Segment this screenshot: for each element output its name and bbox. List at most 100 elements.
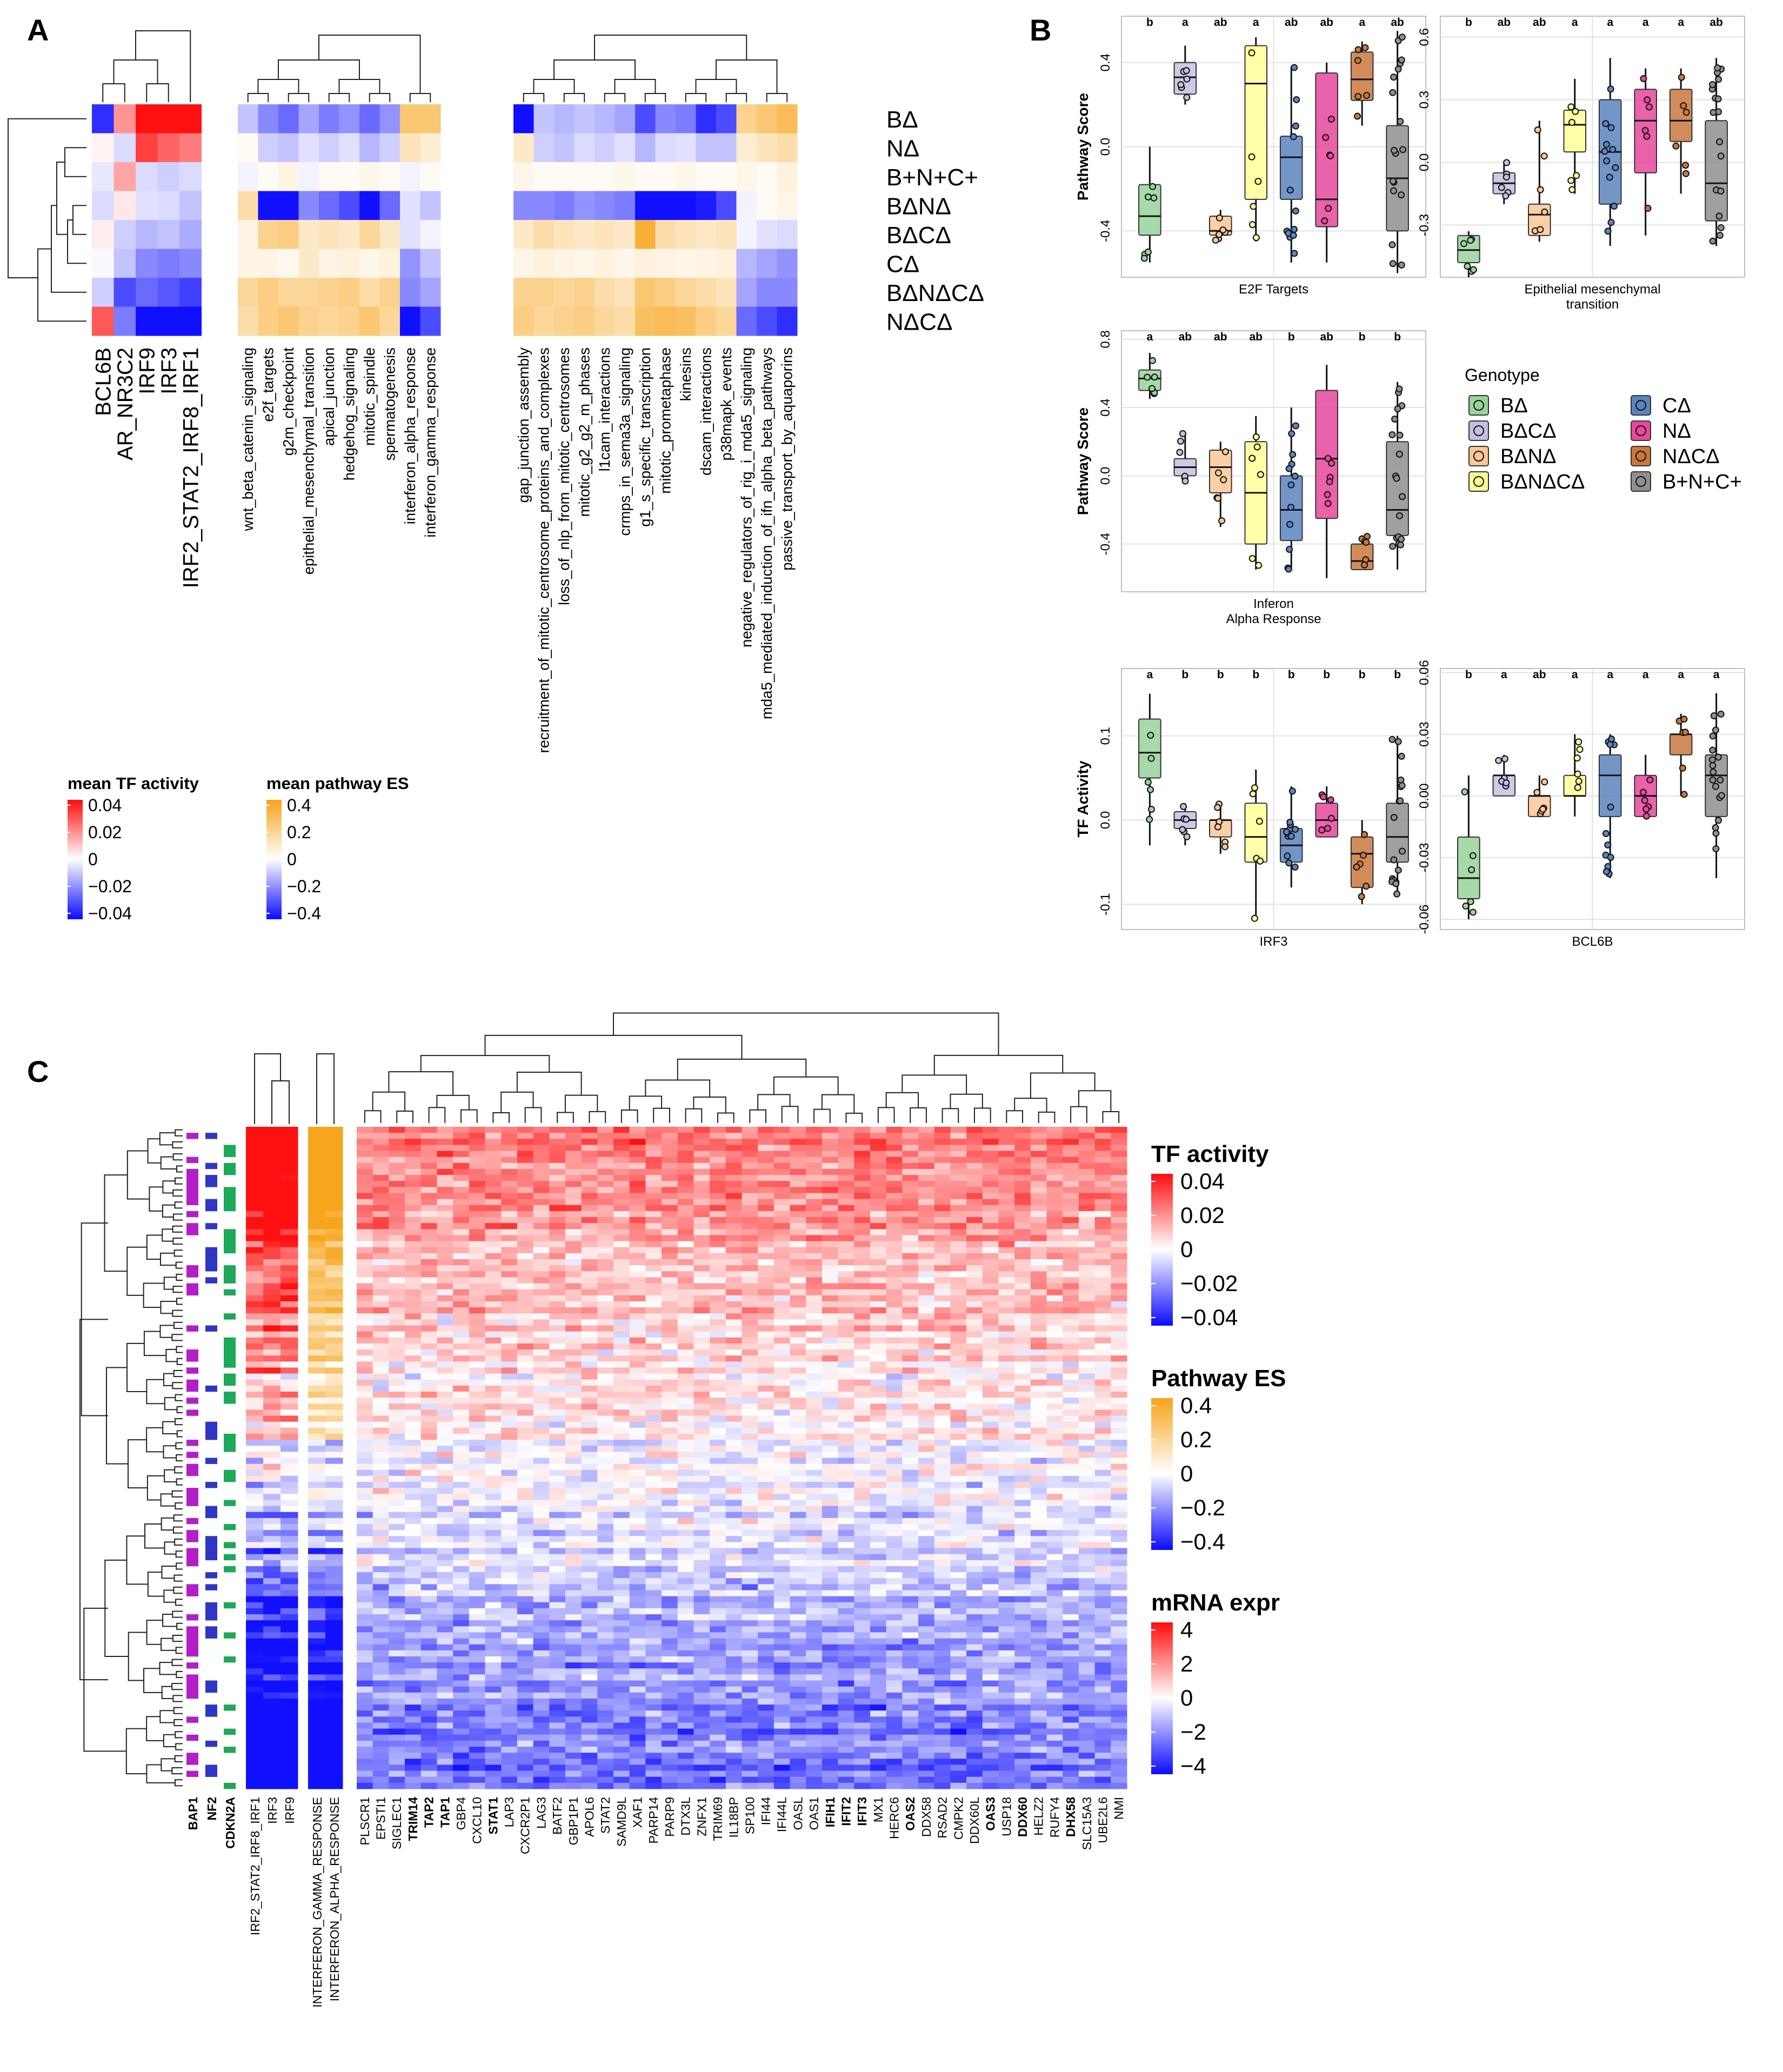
tf-activity-cell (281, 1175, 298, 1181)
mrna-expression-cell (549, 1193, 566, 1200)
mrna-expression-cell (742, 1331, 758, 1338)
mrna-expression-cell (902, 1488, 919, 1494)
mrna-expression-cell (758, 1229, 774, 1235)
mrna-expression-cell (998, 1458, 1015, 1465)
legend-gradient (68, 830, 83, 832)
mrna-expression-cell (597, 1506, 614, 1513)
legend-gradient (68, 861, 83, 864)
mrna-expression-cell (1094, 1421, 1111, 1428)
mrna-expression-cell (822, 1494, 839, 1500)
mrna-expression-cell (934, 1319, 951, 1326)
mrna-expression-cell (420, 1289, 437, 1296)
mutation-cell (224, 1728, 236, 1735)
mrna-expression-cell (773, 1343, 791, 1350)
mrna-expression-cell (629, 1313, 646, 1320)
mrna-expression-cell (372, 1259, 389, 1266)
mrna-expression-cell (790, 1157, 806, 1164)
mutation-cell (186, 1223, 198, 1229)
mrna-expression-cell (822, 1337, 839, 1344)
mrna-expression-cell (662, 1319, 678, 1326)
mrna-expression-cell (1030, 1482, 1047, 1488)
pathway-es-cell (308, 1650, 326, 1657)
tf-activity-cell (246, 1572, 264, 1579)
mrna-expression-cell (597, 1175, 614, 1181)
mrna-expression-cell (549, 1301, 566, 1308)
mrna-expression-cell (485, 1325, 502, 1332)
mrna-expression-cell (581, 1349, 598, 1356)
mrna-expression-cell (1094, 1506, 1111, 1513)
data-point (1361, 561, 1368, 569)
tf-activity-cell (246, 1650, 264, 1657)
mrna-expression-cell (1078, 1469, 1096, 1476)
mrna-expression-cell (742, 1162, 758, 1169)
mutation-cell (186, 1265, 198, 1272)
tf-activity-cell (281, 1277, 298, 1284)
heatmap-a-cell (136, 249, 158, 278)
mrna-expression-cell (934, 1500, 951, 1507)
mrna-expression-cell (533, 1440, 550, 1446)
data-point (1221, 448, 1229, 456)
mrna-expression-cell (420, 1229, 437, 1235)
mrna-expression-cell (613, 1271, 630, 1278)
mrna-expression-cell (725, 1217, 742, 1224)
mrna-expression-cell (677, 1349, 694, 1356)
data-point (1715, 817, 1722, 824)
mrna-expression-cell (1111, 1325, 1127, 1332)
mrna-expression-cell (565, 1337, 582, 1344)
mrna-expression-cell (420, 1463, 437, 1471)
mrna-expression-cell (645, 1199, 662, 1206)
mrna-expression-cell (725, 1506, 742, 1513)
pathway-es-cell (308, 1175, 326, 1181)
heatmap-a-column-label: mitotic_spindle (361, 347, 378, 446)
data-point (1291, 863, 1299, 871)
mrna-expression-cell (710, 1446, 726, 1452)
mrna-expression-cell (870, 1452, 887, 1458)
mrna-expression-cell (485, 1271, 502, 1278)
mrna-expression-cell (1063, 1446, 1079, 1452)
mrna-expression-cell (742, 1157, 758, 1164)
heatmap-a-cell (258, 191, 279, 220)
mrna-expression-cell (437, 1398, 453, 1404)
mrna-expression-cell (405, 1421, 422, 1428)
mrna-expression-cell (998, 1181, 1015, 1187)
data-point (1503, 159, 1511, 166)
mrna-expression-cell (437, 1319, 453, 1326)
mrna-expression-cell (420, 1475, 437, 1482)
mrna-expression-cell (773, 1433, 791, 1440)
mrna-expression-cell (372, 1157, 389, 1164)
mrna-expression-cell (886, 1349, 903, 1356)
mrna-expression-cell (533, 1355, 550, 1362)
mutation-cell (186, 1680, 198, 1687)
significance-letter: b (1288, 669, 1295, 681)
tf-activity-cell (263, 1782, 281, 1789)
mrna-expression-cell (372, 1427, 389, 1434)
mrna-expression-cell (485, 1392, 502, 1398)
mrna-expression-cell (357, 1247, 373, 1254)
mrna-expression-cell (773, 1151, 791, 1158)
mrna-expression-cell (565, 1175, 582, 1181)
mrna-expression-cell (854, 1463, 871, 1471)
mrna-expression-cell (357, 1301, 373, 1308)
mrna-expression-cell (1030, 1325, 1047, 1332)
mrna-expression-cell (854, 1475, 871, 1482)
data-point (1468, 866, 1475, 873)
pathway-es-cell (325, 1337, 343, 1344)
heatmap-a-cell (736, 306, 757, 336)
significance-letter: ab (1709, 16, 1723, 29)
pathway-es-cell (308, 1361, 326, 1368)
mrna-expression-cell (918, 1157, 935, 1164)
mrna-expression-cell (645, 1530, 662, 1536)
heatmap-a-cell (339, 133, 360, 163)
mrna-expression-cell (822, 1355, 839, 1362)
mrna-expression-cell (918, 1337, 935, 1344)
legend-gradient (266, 845, 282, 848)
tf-activity-cell (246, 1223, 264, 1229)
mutation-cell (205, 1770, 217, 1777)
mrna-expression-cell (372, 1512, 389, 1519)
tf-activity-cell (263, 1433, 281, 1440)
data-point (1679, 764, 1686, 772)
heatmap-a-cell (757, 104, 777, 133)
mrna-expression-cell (629, 1379, 646, 1386)
mrna-expression-cell (870, 1259, 887, 1266)
